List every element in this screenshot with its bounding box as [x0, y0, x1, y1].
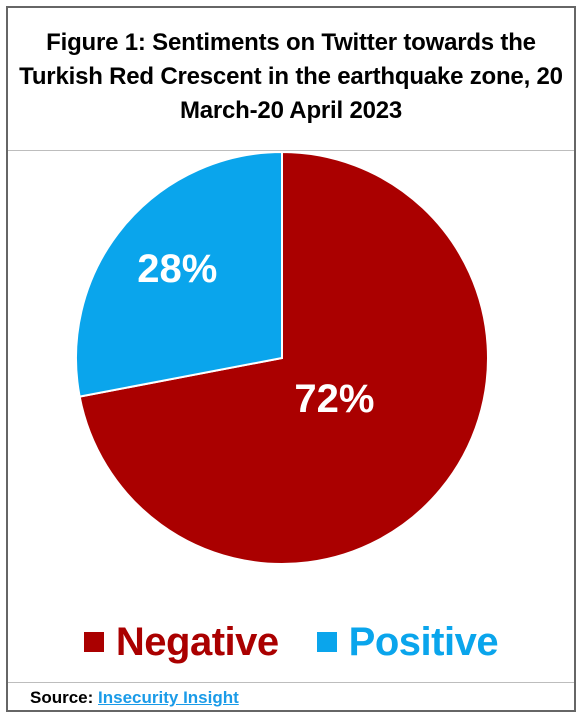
legend-label-negative: Negative: [115, 619, 279, 664]
source-link[interactable]: Insecurity Insight: [98, 688, 239, 707]
legend-item-negative: Negative: [83, 619, 279, 665]
pie-data-label-positive: 28%: [137, 247, 217, 291]
legend-swatch-negative: [83, 632, 104, 652]
pie-slice-negative: [78, 150, 489, 565]
pie-slice-positive: [75, 150, 283, 398]
pie-data-label-negative: 72%: [294, 377, 374, 421]
legend-label-positive: Positive: [348, 619, 499, 664]
legend-item-positive: Positive: [316, 619, 499, 665]
chart-title: Figure 1: Sentiments on Twitter towards …: [19, 29, 563, 124]
legend: Negative Positive: [8, 612, 574, 672]
divider-top: [8, 150, 574, 151]
source-label: Source:: [30, 688, 94, 707]
divider-bottom: [8, 682, 574, 683]
legend-swatch-positive: [316, 632, 337, 652]
source-note: Source: Insecurity Insight: [30, 688, 239, 708]
